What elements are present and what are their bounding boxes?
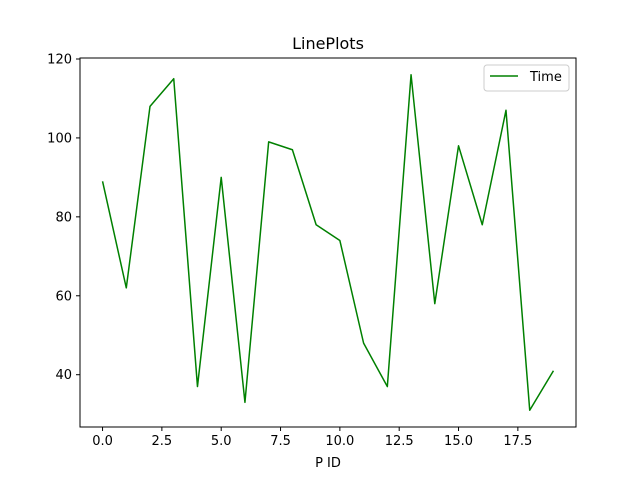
x-tick-label: 5.0: [211, 434, 232, 449]
y-tick-label: 60: [55, 289, 72, 304]
x-tick-label: 0.0: [92, 434, 113, 449]
y-tick-label: 100: [47, 131, 72, 146]
y-tick-label: 80: [55, 210, 72, 225]
x-axis-ticks: 0.0 2.5 5.0 7.5 10.0 12.5 15.0 17.5: [92, 427, 532, 449]
x-tick-label: 2.5: [152, 434, 173, 449]
y-axis-ticks: 40 60 80 100 120: [47, 52, 80, 383]
x-tick-label: 17.5: [503, 434, 532, 449]
y-tick-label: 120: [47, 52, 72, 67]
series-line-time: [101, 74, 555, 411]
plot-area: [79, 57, 577, 428]
legend-label: Time: [529, 70, 562, 85]
x-tick-label: 12.5: [385, 434, 414, 449]
y-tick-label: 40: [55, 368, 72, 383]
plot-frame: [79, 57, 577, 428]
x-tick-label: 7.5: [270, 434, 291, 449]
legend-box: [483, 64, 570, 92]
plot-background: [80, 58, 576, 427]
x-tick-label: 10.0: [325, 434, 354, 449]
chart-title: LinePlots: [292, 34, 364, 53]
x-tick-label: 15.0: [444, 434, 473, 449]
x-axis-label: P ID: [315, 456, 341, 471]
series-layer: [101, 74, 555, 411]
legend: Time: [483, 64, 570, 92]
